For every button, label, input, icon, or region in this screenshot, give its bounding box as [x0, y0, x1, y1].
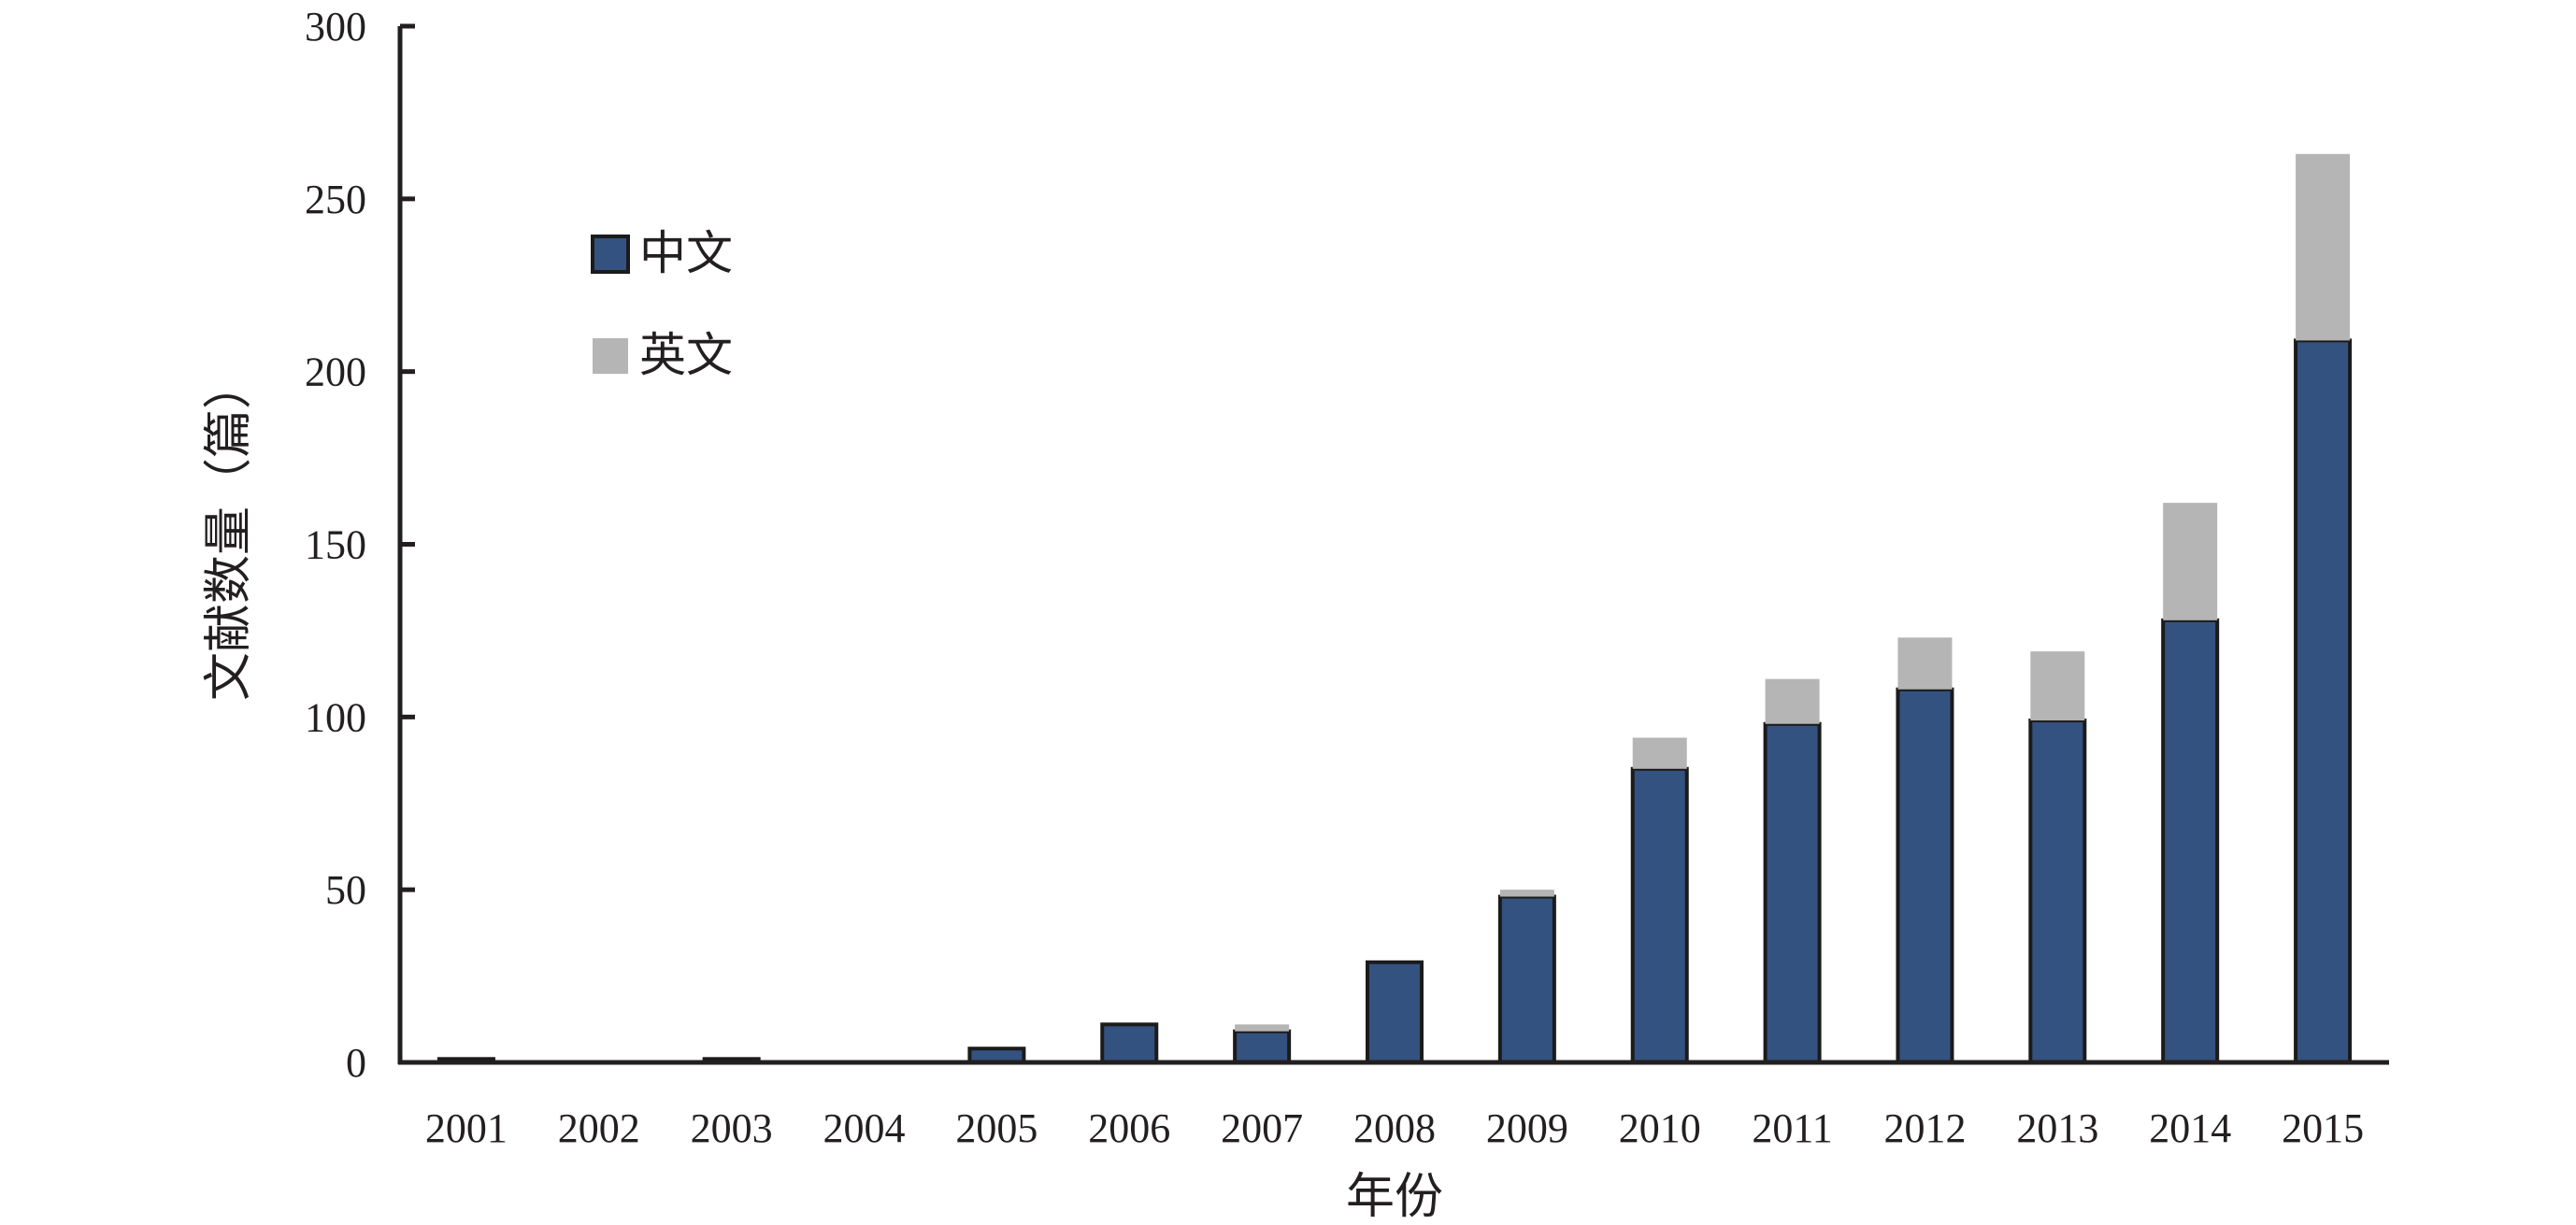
bar-series-2-2015 — [2296, 153, 2351, 341]
y-tick-label: 50 — [325, 867, 366, 913]
x-tick-label: 2004 — [823, 1105, 906, 1151]
bar-series-1-2014 — [2161, 618, 2220, 1064]
axes-layer — [397, 26, 2389, 1065]
y-tick-label: 250 — [305, 177, 366, 222]
x-tick-label: 2009 — [1486, 1105, 1568, 1151]
x-tick-label: 2015 — [2282, 1105, 2364, 1151]
y-axis-title: 文献数量（篇） — [203, 361, 256, 701]
bar-series-1-2011 — [1763, 721, 1822, 1065]
bar-series-2-2014 — [2163, 503, 2218, 620]
x-tick-label: 2008 — [1353, 1105, 1436, 1151]
bar-series-1-2012 — [1896, 687, 1954, 1064]
x-tick-label: 2011 — [1752, 1105, 1832, 1151]
y-tick-label: 300 — [305, 4, 366, 50]
x-tick-label: 2013 — [2016, 1105, 2098, 1151]
x-tick-label: 2006 — [1088, 1105, 1170, 1151]
x-tick-label: 2007 — [1221, 1105, 1303, 1151]
y-tick-label: 150 — [305, 522, 366, 568]
bars-layer — [436, 153, 2353, 1065]
x-tick-label: 2001 — [425, 1105, 508, 1151]
bar-series-1-2006 — [1100, 1022, 1159, 1065]
bar-series-2-2011 — [1765, 678, 1820, 724]
y-tick-label: 100 — [305, 694, 366, 740]
bar-series-1-2007 — [1233, 1029, 1292, 1064]
y-axis-ticks: 0 50 100 150 200 250 300 — [305, 4, 415, 1086]
x-tick-label: 2003 — [691, 1105, 773, 1151]
x-axis-title: 年份 — [1346, 1171, 1443, 1224]
bar-series-2-2007 — [1235, 1024, 1290, 1032]
bar-series-2-2013 — [2030, 651, 2085, 721]
bar-series-1-2010 — [1630, 766, 1689, 1064]
y-tick-label: 0 — [346, 1040, 366, 1086]
bar-series-1-2013 — [2028, 719, 2087, 1065]
bar-series-1-2009 — [1497, 894, 1556, 1064]
legend-label-1: 中文 — [639, 227, 733, 279]
y-tick-label: 200 — [305, 349, 366, 395]
bar-series-2-2010 — [1632, 737, 1687, 769]
x-tick-label: 2002 — [558, 1105, 640, 1151]
legend-swatch-1 — [591, 235, 630, 274]
bar-series-2-2009 — [1499, 890, 1554, 897]
x-tick-label: 2014 — [2149, 1105, 2231, 1151]
x-axis-ticks: 2001 2002 2003 2004 2005 2006 2007 2008 2009 2010… — [425, 1105, 2364, 1151]
bar-series-1-2015 — [2294, 338, 2353, 1064]
legend-swatch-2 — [593, 338, 628, 374]
legend-label-2: 英文 — [639, 329, 733, 381]
x-tick-label: 2012 — [1883, 1105, 1966, 1151]
bar-series-1-2008 — [1366, 960, 1424, 1064]
x-tick-label: 2005 — [955, 1105, 1038, 1151]
bar-series-2-2012 — [1897, 637, 1953, 690]
x-tick-label: 2010 — [1619, 1105, 1701, 1151]
